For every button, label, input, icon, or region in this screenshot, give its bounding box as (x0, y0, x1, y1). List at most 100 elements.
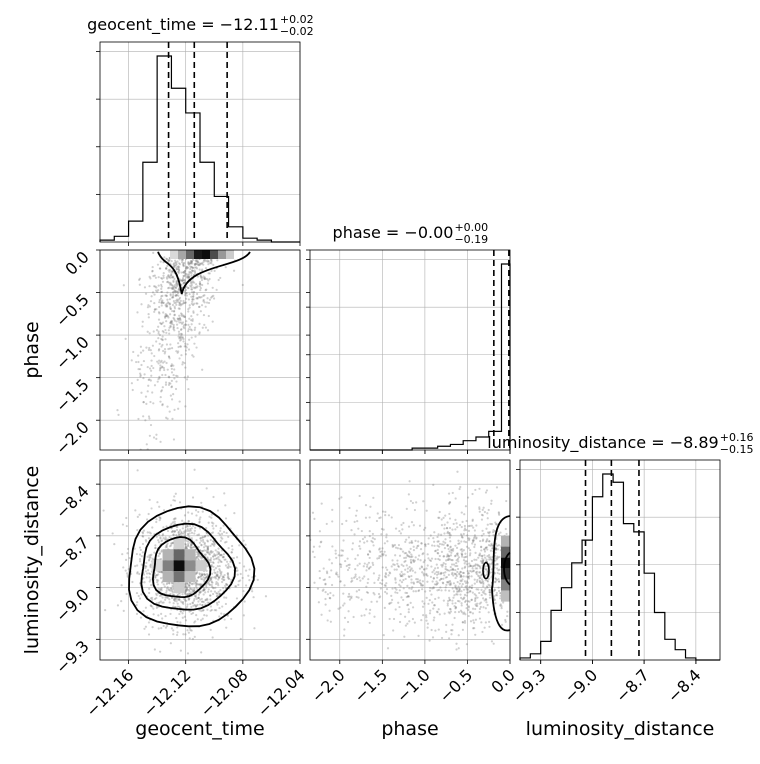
sample-point (400, 563, 403, 566)
sample-point (478, 577, 481, 580)
sample-point (160, 285, 163, 288)
sample-point (172, 605, 175, 608)
sample-point (178, 314, 181, 317)
sample-point (184, 349, 188, 352)
sample-point (212, 294, 215, 297)
sample-point (494, 551, 497, 554)
sample-point (482, 582, 485, 586)
sample-point (206, 597, 209, 600)
sample-point (488, 593, 491, 597)
sample-point (190, 265, 193, 269)
sample-point (161, 366, 164, 369)
sample-point (206, 297, 209, 300)
sample-point (168, 275, 171, 278)
sample-point (459, 485, 462, 489)
sample-point (195, 260, 199, 263)
sample-point (183, 324, 186, 327)
sample-point (494, 548, 498, 551)
sample-point (183, 592, 187, 595)
sample-point (166, 281, 169, 284)
sample-point (177, 533, 181, 536)
sample-point (188, 610, 191, 613)
sample-point (504, 527, 507, 531)
sample-point (161, 539, 164, 542)
sample-point (252, 596, 255, 599)
sample-point (148, 576, 151, 579)
sample-point (171, 530, 174, 533)
sample-point (444, 565, 447, 568)
sample-point (204, 584, 208, 587)
sample-point (220, 570, 223, 574)
sample-point (197, 596, 200, 600)
sample-point (426, 564, 429, 567)
sample-point (163, 348, 167, 351)
sample-point (404, 577, 407, 581)
sample-point (446, 530, 449, 533)
sample-point (182, 301, 186, 304)
sample-point (407, 595, 410, 598)
sample-point (177, 319, 180, 322)
sample-point (193, 264, 197, 267)
sample-point (211, 286, 214, 289)
sample-point (350, 595, 353, 598)
sample-point (120, 584, 123, 587)
sample-point (161, 365, 164, 368)
sample-point (473, 535, 476, 538)
sample-point (132, 350, 135, 354)
sample-point (448, 512, 451, 516)
sample-point (198, 591, 201, 594)
sample-point (407, 493, 410, 496)
sample-point (171, 584, 174, 588)
sample-point (189, 529, 192, 532)
sample-point (505, 499, 508, 503)
hist-luminosity_distance-grid (520, 460, 720, 660)
sample-point (192, 582, 195, 585)
sample-point (468, 611, 471, 614)
sample-point (195, 259, 198, 263)
sample-point (154, 285, 157, 288)
sample-point (145, 572, 149, 575)
sample-point (187, 263, 191, 266)
sample-point (471, 492, 474, 496)
sample-point (199, 289, 202, 292)
sample-point (170, 364, 173, 368)
sample-point (188, 275, 191, 278)
sample-point (153, 310, 156, 313)
sample-point (172, 310, 176, 313)
sample-point (213, 568, 216, 571)
sample-point (175, 617, 178, 620)
sample-point (165, 313, 168, 317)
sample-point (459, 533, 463, 536)
sample-point (214, 577, 218, 580)
sample-point (394, 577, 397, 580)
sample-point (154, 546, 157, 550)
sample-point (460, 585, 463, 588)
sample-point (383, 542, 386, 545)
sample-point (461, 553, 464, 556)
sample-point (173, 522, 176, 525)
sample-point (210, 579, 213, 582)
sample-point (409, 560, 413, 564)
sample-point (167, 329, 170, 332)
sample-point (185, 545, 188, 548)
sample-point (197, 576, 200, 579)
sample-point (170, 589, 174, 592)
sample-point (411, 555, 414, 558)
sample-point (423, 568, 426, 571)
sample-point (187, 544, 190, 547)
sample-point (185, 297, 188, 300)
sample-point (410, 521, 414, 524)
sample-point (399, 579, 402, 582)
sample-point (168, 376, 171, 379)
sample-point (176, 326, 179, 330)
sample-point (173, 499, 177, 502)
sample-point (168, 598, 171, 601)
sample-point (454, 497, 457, 500)
sample-point (165, 596, 168, 599)
sample-point (482, 506, 485, 509)
sample-point (381, 554, 385, 557)
sample-point (376, 512, 379, 515)
sample-point (473, 582, 476, 585)
sample-point (492, 589, 496, 593)
sample-point (496, 555, 499, 558)
